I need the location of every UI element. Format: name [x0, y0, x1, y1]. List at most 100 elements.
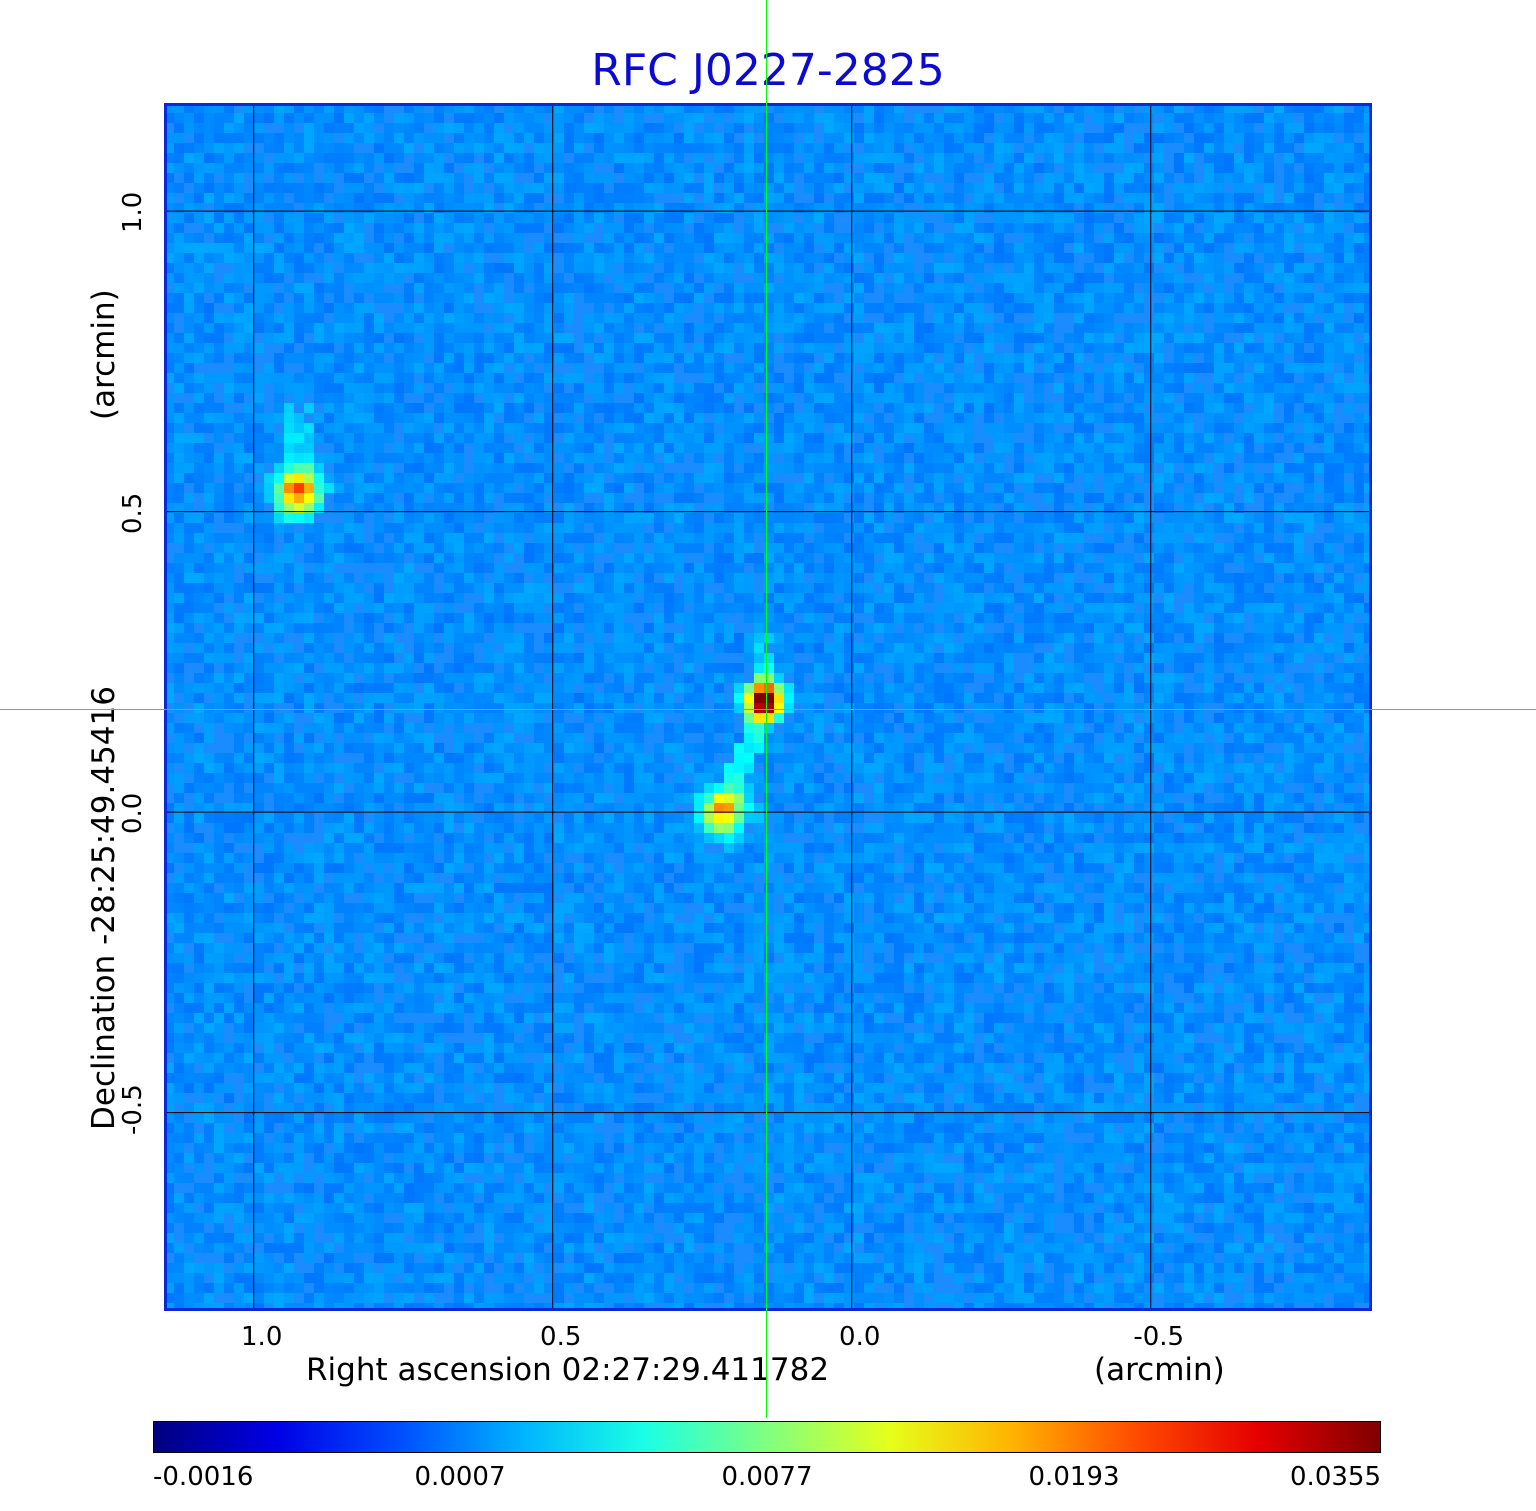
- heatmap-cell: [354, 123, 364, 133]
- heatmap-cell: [1324, 513, 1334, 523]
- heatmap-cell: [364, 343, 374, 353]
- heatmap-cell: [174, 403, 184, 413]
- heatmap-cell: [784, 433, 794, 443]
- heatmap-cell: [604, 423, 614, 433]
- heatmap-cell: [1144, 243, 1154, 253]
- heatmap-cell: [574, 533, 584, 543]
- heatmap-cell: [664, 543, 674, 553]
- heatmap-cell: [294, 163, 304, 173]
- heatmap-cell: [734, 253, 744, 263]
- heatmap-cell: [694, 113, 704, 123]
- heatmap-cell: [464, 193, 474, 203]
- heatmap-cell: [1194, 113, 1204, 123]
- heatmap-cell: [1224, 493, 1234, 503]
- heatmap-cell: [1304, 243, 1314, 253]
- heatmap-cell: [1104, 393, 1114, 403]
- heatmap-cell: [1304, 223, 1314, 233]
- heatmap-cell: [734, 373, 744, 383]
- heatmap-cell: [1164, 403, 1174, 413]
- heatmap-cell: [804, 583, 814, 593]
- heatmap-cell: [344, 333, 354, 343]
- heatmap-cell: [374, 453, 384, 463]
- heatmap-cell: [324, 153, 334, 163]
- heatmap-cell: [1294, 443, 1304, 453]
- heatmap-cell: [1154, 153, 1164, 163]
- heatmap-cell: [1114, 443, 1124, 453]
- heatmap-cell: [1104, 323, 1114, 333]
- heatmap-cell: [894, 123, 904, 133]
- heatmap-cell: [204, 463, 214, 473]
- heatmap-cell: [574, 463, 584, 473]
- heatmap-cell: [834, 523, 844, 533]
- heatmap-cell: [354, 393, 364, 403]
- heatmap-cell: [894, 553, 904, 563]
- heatmap-cell: [1004, 143, 1014, 153]
- heatmap-cell: [354, 523, 364, 533]
- heatmap-cell: [934, 123, 944, 133]
- heatmap-cell: [224, 323, 234, 333]
- heatmap-cell: [1334, 473, 1344, 483]
- heatmap-cell: [304, 123, 314, 133]
- heatmap-cell: [1194, 233, 1204, 243]
- heatmap-cell: [284, 463, 294, 473]
- heatmap-cell: [824, 413, 834, 423]
- heatmap-cell: [424, 163, 434, 173]
- heatmap-cell: [1164, 453, 1174, 463]
- heatmap-cell: [714, 553, 724, 563]
- heatmap-cell: [404, 453, 414, 463]
- heatmap-cell: [574, 523, 584, 533]
- heatmap-cell: [1064, 583, 1074, 593]
- heatmap-cell: [394, 293, 404, 303]
- heatmap-cell: [1304, 523, 1314, 533]
- heatmap-cell: [904, 273, 914, 283]
- heatmap-cell: [814, 533, 824, 543]
- heatmap-cell: [1364, 153, 1372, 163]
- heatmap-cell: [814, 173, 824, 183]
- heatmap-cell: [634, 183, 644, 193]
- heatmap-cell: [184, 173, 194, 183]
- heatmap-cell: [944, 513, 954, 523]
- heatmap-cell: [1264, 173, 1274, 183]
- heatmap-cell: [634, 303, 644, 313]
- heatmap-cell: [644, 343, 654, 353]
- heatmap-cell: [324, 413, 334, 423]
- heatmap-cell: [844, 293, 854, 303]
- heatmap-cell: [624, 413, 634, 423]
- heatmap-cell: [1144, 383, 1154, 393]
- heatmap-cell: [924, 323, 934, 333]
- heatmap-cell: [1194, 393, 1204, 403]
- heatmap-cell: [1284, 503, 1294, 513]
- heatmap-cell: [194, 113, 204, 123]
- heatmap-cell: [1134, 413, 1144, 423]
- heatmap-cell: [234, 123, 244, 133]
- heatmap-cell: [224, 313, 234, 323]
- heatmap-cell: [264, 513, 274, 523]
- heatmap-cell: [1274, 133, 1284, 143]
- heatmap-cell: [784, 493, 794, 503]
- heatmap-cell: [474, 473, 484, 483]
- heatmap-cell: [954, 453, 964, 463]
- heatmap-cell: [354, 263, 364, 273]
- heatmap-cell: [584, 153, 594, 163]
- heatmap-cell: [474, 133, 484, 143]
- heatmap-cell: [1004, 493, 1014, 503]
- heatmap-cell: [444, 323, 454, 333]
- heatmap-cell: [804, 123, 814, 133]
- heatmap-cell: [224, 493, 234, 503]
- heatmap-cell: [1044, 403, 1054, 413]
- heatmap-cell: [604, 133, 614, 143]
- heatmap-cell: [1004, 393, 1014, 403]
- heatmap-cell: [164, 183, 174, 193]
- heatmap-cell: [764, 143, 774, 153]
- heatmap-cell: [1064, 543, 1074, 553]
- heatmap-cell: [324, 363, 334, 373]
- plot-area[interactable]: [164, 103, 1372, 1311]
- heatmap-cell: [484, 393, 494, 403]
- heatmap-cell: [534, 383, 544, 393]
- heatmap-cell: [324, 563, 334, 573]
- heatmap-cell: [264, 243, 274, 253]
- heatmap-cell: [1314, 373, 1324, 383]
- heatmap-cell: [1284, 363, 1294, 373]
- heatmap-cell: [1334, 313, 1344, 323]
- heatmap-cell: [1044, 343, 1054, 353]
